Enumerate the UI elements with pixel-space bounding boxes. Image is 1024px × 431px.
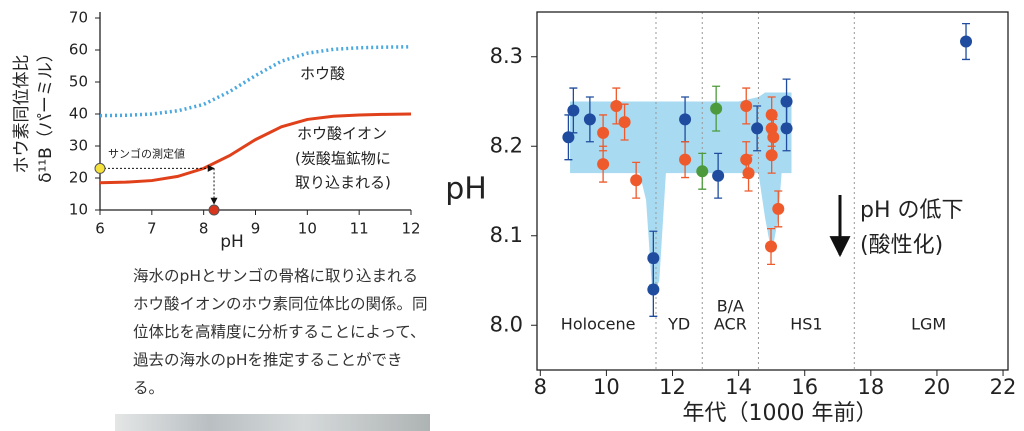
data-point (772, 203, 784, 215)
series-label: ホウ酸 (300, 65, 345, 83)
x-tick-label: 8 (534, 375, 547, 399)
y-axis-label: ホウ素同位体比 (12, 55, 32, 174)
y-tick-label: 20 (69, 169, 88, 187)
data-point (765, 240, 777, 252)
period-label: B/A (717, 297, 744, 316)
data-point (960, 36, 972, 48)
data-point (567, 104, 579, 116)
period-label: ACR (714, 315, 747, 334)
x-tick-label: 7 (147, 220, 157, 238)
x-tick-label: 10 (298, 220, 317, 238)
x-tick-label: 10 (593, 375, 620, 399)
x-tick-label: 14 (725, 375, 752, 399)
y-tick-label: 60 (69, 41, 88, 59)
y-tick-label: 8.0 (490, 312, 523, 336)
data-point (597, 158, 609, 170)
data-point (710, 103, 722, 115)
y-tick-label: 70 (69, 9, 88, 27)
annotation: (炭酸塩鉱物に (295, 150, 391, 168)
y-tick-label: 8.1 (490, 223, 523, 247)
ph-point (209, 205, 219, 215)
y-tick-label: 10 (69, 201, 88, 219)
annotation: (酸性化) (860, 233, 943, 258)
page: {"chart_data": [ {"type": "line", "x_lab… (0, 0, 1024, 431)
x-tick-label: 8 (199, 220, 209, 238)
period-label: Holocene (561, 315, 636, 334)
period-label: HS1 (790, 315, 822, 334)
y-tick-label: 8.3 (490, 44, 523, 68)
data-point (743, 167, 755, 179)
data-point (619, 116, 631, 128)
data-point (781, 122, 793, 134)
x-tick-label: 16 (791, 375, 818, 399)
annotation: 取り込まれる) (295, 174, 391, 192)
data-point (740, 100, 752, 112)
measurement-label: サンゴの測定値 (108, 146, 185, 160)
data-point (679, 113, 691, 125)
x-axis-label: 年代（1000 年前） (683, 401, 878, 426)
data-point (597, 127, 609, 139)
data-point (630, 174, 642, 186)
photo (115, 414, 430, 431)
data-point (751, 122, 763, 134)
data-point (712, 170, 724, 182)
y-axis-label: pH (445, 172, 487, 207)
series-label: ホウ酸イオン (297, 125, 387, 143)
x-tick-label: 22 (990, 375, 1017, 399)
y-tick-label: 30 (69, 137, 88, 155)
series-line (100, 47, 411, 116)
y-tick-label: 40 (69, 105, 88, 123)
x-tick-label: 9 (251, 220, 261, 238)
x-tick-label: 11 (350, 220, 369, 238)
data-point (584, 113, 596, 125)
y-axis-label: δ¹¹B（パーミル） (36, 45, 56, 183)
measurement-point (95, 163, 105, 173)
y-tick-label: 50 (69, 73, 88, 91)
data-point (679, 154, 691, 166)
x-tick-label: 18 (857, 375, 884, 399)
data-point (766, 149, 778, 161)
period-label: LGM (911, 315, 946, 334)
x-tick-label: 12 (401, 220, 420, 238)
x-tick-label: 6 (95, 220, 105, 238)
annotation: pH の低下 (860, 198, 964, 223)
data-point (610, 100, 622, 112)
y-tick-label: 8.2 (490, 133, 523, 157)
data-point (696, 165, 708, 177)
period-label: YD (667, 315, 690, 334)
x-tick-label: 12 (659, 375, 686, 399)
data-point (647, 283, 659, 295)
x-tick-label: 20 (924, 375, 951, 399)
caption: 海水のpHとサンゴの骨格に取り込まれるホウ酸イオンのホウ素同位体比の関係。同位体… (133, 262, 433, 402)
x-axis-label: pH (220, 232, 244, 252)
